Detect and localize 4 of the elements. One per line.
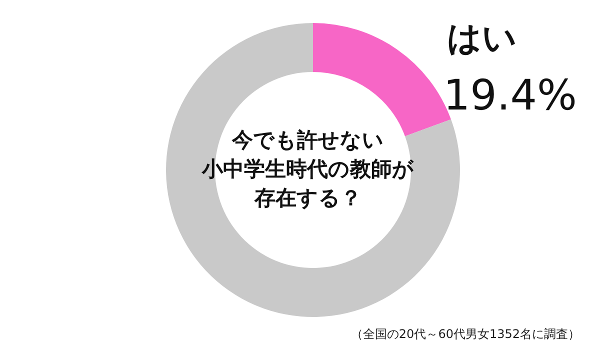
text: （全国の20代～60代男女1352名に調査） bbox=[350, 326, 580, 343]
text: 今でも許せない小中学生時代の教師が存在する？ bbox=[200, 127, 415, 212]
slice-label: はい bbox=[447, 18, 518, 58]
data-label: 19.4% bbox=[443, 70, 577, 120]
